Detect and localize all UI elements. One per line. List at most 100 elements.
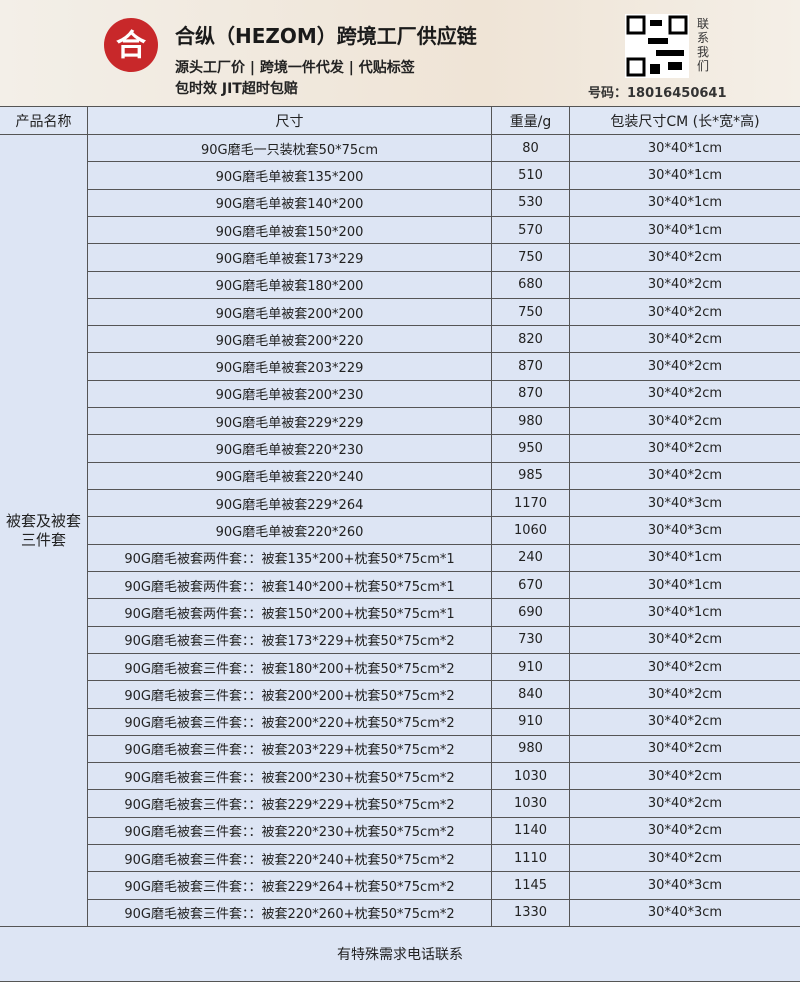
size-cell: 90G磨毛单被套220*260	[88, 517, 492, 545]
weight-cell: 730	[492, 626, 570, 654]
weight-cell: 910	[492, 708, 570, 736]
footer: 有特殊需求电话联系	[0, 927, 800, 982]
size-cell: 90G磨毛被套三件套：：被套180*200+枕套50*75cm*2	[88, 653, 492, 682]
qr-dot	[656, 50, 684, 56]
weight-cell: 1170	[492, 490, 570, 518]
size-cell: 90G磨毛单被套200*230	[88, 380, 492, 409]
package-cell: 30*40*2cm	[570, 353, 800, 381]
size-cell: 90G磨毛单被套135*200	[88, 162, 492, 190]
package-cell: 30*40*3cm	[570, 900, 800, 927]
size-cell: 90G磨毛单被套173*229	[88, 244, 492, 272]
size-cell: 90G磨毛被套三件套：：被套173*229+枕套50*75cm*2	[88, 626, 492, 654]
package-cell: 30*40*2cm	[570, 299, 800, 327]
weight-cell: 240	[492, 544, 570, 572]
logo-circle	[104, 18, 158, 72]
weight-cell: 870	[492, 380, 570, 409]
title: 合纵（HEZOM）跨境工厂供应链	[175, 24, 477, 48]
size-cell: 90G磨毛单被套200*220	[88, 326, 492, 354]
banner-art: 合	[104, 14, 689, 78]
package-cell: 30*40*2cm	[570, 654, 800, 682]
qr-dot	[668, 62, 682, 70]
banner: 合 合纵（HEZOM）跨境工厂供应链 源头工厂价 | 跨境一件代发 | 代贴标签…	[0, 0, 800, 106]
size-cell: 90G磨毛被套三件套：：被套200*200+枕套50*75cm*2	[88, 681, 492, 709]
size-cell: 90G磨毛单被套229*264	[88, 490, 492, 518]
weight-cell: 750	[492, 244, 570, 272]
weight-cell: 910	[492, 653, 570, 682]
package-cell: 30*40*2cm	[570, 681, 800, 709]
size-cell: 90G磨毛被套三件套：：被套200*230+枕套50*75cm*2	[88, 763, 492, 791]
qr-dot	[648, 38, 668, 44]
package-cell: 30*40*1cm	[570, 217, 800, 245]
phone: 号码：18016450641	[588, 86, 727, 101]
size-cell: 90G磨毛单被套140*200	[88, 189, 492, 217]
size-cell: 90G磨毛被套三件套：：被套229*229+枕套50*75cm*2	[88, 790, 492, 818]
weight-cell: 690	[492, 599, 570, 627]
size-cell: 90G磨毛被套三件套：：被套203*229+枕套50*75cm*2	[88, 735, 492, 764]
package-cell: 30*40*2cm	[570, 244, 800, 272]
size-cell: 90G磨毛单被套150*200	[88, 216, 492, 245]
size-cell: 90G磨毛单被套229*229	[88, 408, 492, 436]
package-cell: 30*40*1cm	[570, 190, 800, 217]
weight-cell: 1110	[492, 845, 570, 873]
size-cell: 90G磨毛单被套200*200	[88, 298, 492, 327]
package-cell: 30*40*1cm	[570, 545, 800, 572]
weight-cell: 510	[492, 162, 570, 190]
size-cell: 90G磨毛被套三件套：：被套220*240+枕套50*75cm*2	[88, 845, 492, 873]
package-cell: 30*40*2cm	[570, 408, 800, 436]
size-cell: 90G磨毛被套两件套：：被套135*200+枕套50*75cm*1	[88, 544, 492, 572]
package-cell: 30*40*1cm	[570, 162, 800, 190]
weight-cell: 670	[492, 571, 570, 600]
weight-cell: 985	[492, 462, 570, 491]
package-cell: 30*40*2cm	[570, 381, 800, 409]
subtitle: 源头工厂价 | 跨境一件代发 | 代贴标签	[175, 60, 415, 76]
weight-cell: 1145	[492, 872, 570, 900]
size-cell: 90G磨毛被套三件套：：被套200*220+枕套50*75cm*2	[88, 708, 492, 736]
weight-cell: 1330	[492, 899, 570, 927]
weight-cell: 870	[492, 353, 570, 381]
column-header: 尺寸	[88, 107, 492, 135]
weight-cell: 530	[492, 189, 570, 217]
weight-cell: 820	[492, 326, 570, 354]
weight-cell: 1030	[492, 790, 570, 818]
qr-dot	[650, 20, 662, 26]
size-cell: 90G磨毛被套三件套：：被套220*260+枕套50*75cm*2	[88, 899, 492, 927]
package-cell: 30*40*2cm	[570, 709, 800, 736]
package-cell: 30*40*3cm	[570, 872, 800, 900]
size-cell: 90G磨毛单被套220*240	[88, 462, 492, 491]
size-cell: 90G磨毛被套两件套：：被套140*200+枕套50*75cm*1	[88, 571, 492, 600]
qr-corner	[668, 15, 688, 35]
weight-cell: 1060	[492, 517, 570, 545]
package-cell: 30*40*2cm	[570, 435, 800, 463]
size-cell: 90G磨毛一只装枕套50*75cm	[88, 135, 492, 163]
qr-dot	[650, 64, 660, 74]
size-cell: 90G磨毛单被套203*229	[88, 353, 492, 381]
weight-cell: 80	[492, 135, 570, 163]
qr-corner	[626, 15, 646, 35]
package-cell: 30*40*2cm	[570, 736, 800, 764]
weight-cell: 980	[492, 735, 570, 764]
weight-cell: 570	[492, 216, 570, 245]
column-header: 包装尺寸CM (长*宽*高)	[570, 107, 800, 135]
weight-cell: 1030	[492, 763, 570, 791]
package-cell: 30*40*2cm	[570, 763, 800, 791]
weight-cell: 840	[492, 681, 570, 709]
package-cell: 30*40*2cm	[570, 790, 800, 818]
size-cell: 90G磨毛单被套180*200	[88, 271, 492, 299]
package-cell: 30*40*2cm	[570, 272, 800, 299]
logo-text: 合	[116, 29, 146, 64]
subtitle: 包时效 JIT超时包赔	[175, 81, 298, 97]
package-cell: 30*40*1cm	[570, 572, 800, 600]
package-cell: 30*40*2cm	[570, 845, 800, 873]
column-header: 产品名称	[0, 107, 88, 135]
package-cell: 30*40*3cm	[570, 517, 800, 545]
category-cell: 被套及被套三件套	[0, 135, 88, 927]
column-header: 重量/g	[492, 107, 570, 135]
weight-cell: 750	[492, 298, 570, 327]
package-cell: 30*40*3cm	[570, 490, 800, 518]
weight-cell: 950	[492, 435, 570, 463]
package-cell: 30*40*1cm	[570, 599, 800, 627]
size-cell: 90G磨毛被套两件套：：被套150*200+枕套50*75cm*1	[88, 599, 492, 627]
size-cell: 90G磨毛被套三件套：：被套229*264+枕套50*75cm*2	[88, 872, 492, 900]
package-cell: 30*40*2cm	[570, 818, 800, 846]
